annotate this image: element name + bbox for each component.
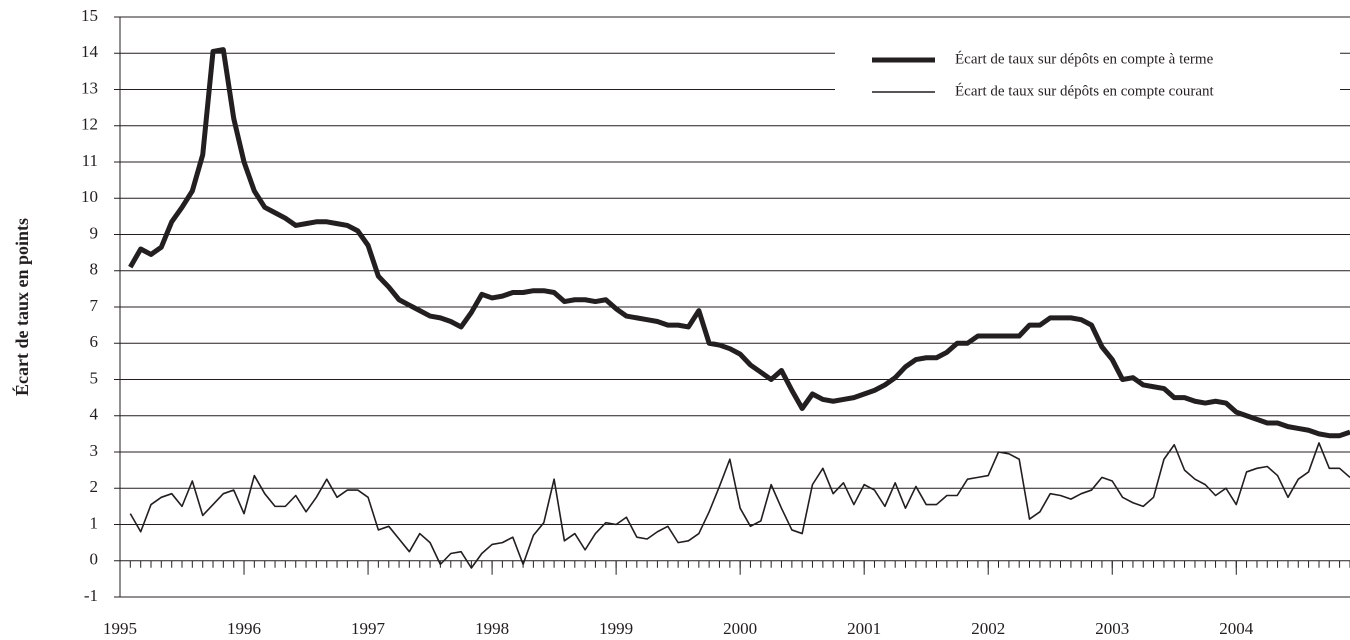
y-tick-label: 6: [90, 332, 99, 351]
x-tick-label: 2002: [971, 619, 1005, 638]
y-tick-label: 8: [90, 260, 99, 279]
x-tick-label: 2001: [847, 619, 881, 638]
y-tick-label: 0: [90, 550, 99, 569]
x-tick-label: 1996: [227, 619, 261, 638]
y-tick-label: 2: [90, 477, 99, 496]
y-tick-label: 9: [90, 223, 99, 242]
y-tick-label: 11: [82, 151, 98, 170]
x-tick-label: 2004: [1219, 619, 1254, 638]
x-tick-label: 1999: [599, 619, 633, 638]
series-line: [129, 442, 1350, 569]
y-tick-label: 15: [81, 6, 98, 25]
y-tick-label: 3: [90, 441, 99, 460]
y-tick-label: 1: [90, 513, 99, 532]
legend-label: Écart de taux sur dépôts en compte à ter…: [955, 50, 1214, 67]
x-tick-label: 1995: [103, 619, 137, 638]
legend-box: [835, 33, 1340, 111]
x-tick-label: 1997: [351, 619, 386, 638]
legend-label: Écart de taux sur dépôts en compte coura…: [955, 82, 1214, 99]
y-tick-label: 13: [81, 78, 98, 97]
x-tick-label: 1998: [475, 619, 509, 638]
y-tick-label: 7: [90, 296, 99, 315]
series-line: [128, 47, 1350, 439]
y-tick-label: 10: [81, 187, 98, 206]
y-tick-label: 14: [81, 42, 99, 61]
y-tick-label: 5: [90, 368, 99, 387]
y-tick-label: -1: [84, 586, 98, 605]
x-tick-label: 2003: [1095, 619, 1129, 638]
y-axis-label: Écart de taux en points: [11, 218, 32, 396]
y-tick-label: 4: [90, 405, 99, 424]
x-tick-label: 2000: [723, 619, 757, 638]
y-tick-label: 12: [81, 115, 98, 134]
